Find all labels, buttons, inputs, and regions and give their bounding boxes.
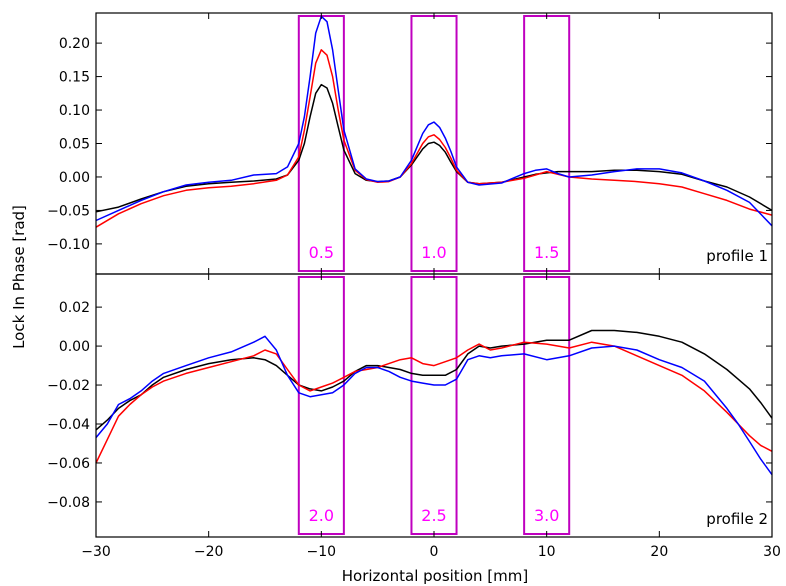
x-tick-label: −30 [81,544,111,560]
y-tick-label: 0.00 [59,339,90,355]
x-axis-label: Horizontal position [mm] [342,567,528,585]
y-axis-label: Lock In Phase [rad] [10,205,28,349]
panels-layer: 0.5 1.0 1.5 −0.10 −0.05 0.00 0.05 0.10 0.15 0.20 p… [47,13,781,560]
series-line-blue [96,336,772,474]
box-label: 2.5 [421,506,446,525]
x-tick-label: 0 [430,544,439,560]
panel-label: profile 2 [706,510,768,528]
box-label: 2.0 [309,506,334,525]
box-2-3 [524,277,569,534]
series-line-black [96,331,772,430]
box-2-1 [299,277,344,534]
y-tick-label: 0.10 [59,103,90,119]
plot-frame [96,274,772,537]
y-tick-label: 0.15 [59,70,90,86]
y-tick-label: −0.05 [47,203,90,219]
y-tick-label: 0.00 [59,170,90,186]
plot-frame [96,13,772,274]
y-tick-label: −0.02 [47,378,90,394]
y-tick-label: 0.02 [59,300,90,316]
y-tick-label: −0.04 [47,417,90,433]
y-tick-label: −0.06 [47,456,90,472]
box-label: 3.0 [534,506,559,525]
y-tick-label: 0.05 [59,137,90,153]
box-2-2 [411,277,456,534]
x-tick-label: 30 [763,544,781,560]
box-label: 1.0 [421,243,446,262]
x-tick-label: 10 [538,544,556,560]
series-line-red [96,50,772,227]
x-tick-label: −20 [194,544,224,560]
series-line-red [96,342,772,463]
x-tick-label: 20 [650,544,668,560]
box-label: 0.5 [309,243,334,262]
series-line-blue [96,16,772,226]
series-line-black [96,85,772,212]
y-tick-label: 0.20 [59,36,90,52]
box-label: 1.5 [534,243,559,262]
y-tick-label: −0.10 [47,237,90,253]
panel-2: 2.0 2.5 3.0 −0.08 −0.06 −0.04 −0.02 0.00 0.02 pro… [47,274,772,537]
y-tick-label: −0.08 [47,495,90,511]
panel-1: 0.5 1.0 1.5 −0.10 −0.05 0.00 0.05 0.10 0.15 0.20 p… [47,13,772,274]
x-tick-label: −10 [307,544,337,560]
box-1-3 [524,16,569,271]
box-1-1 [299,16,344,271]
panel-label: profile 1 [706,247,768,265]
